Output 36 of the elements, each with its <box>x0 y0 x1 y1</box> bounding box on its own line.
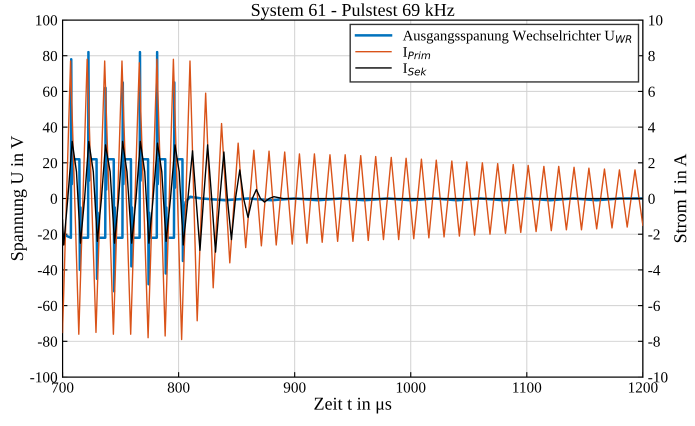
chart-title: System 61 - Pulstest 69 kHz <box>252 3 454 20</box>
x-tick-label: 700 <box>52 382 74 393</box>
x-tick-label: 800 <box>168 382 190 393</box>
y2-tick-label: 2 <box>648 158 655 168</box>
y2-tick-label: 4 <box>648 122 656 132</box>
y-tick-label: 20 <box>43 158 58 168</box>
y-tick-label: -20 <box>38 229 58 240</box>
y2-tick-label: -6 <box>648 300 660 312</box>
y-axis-title: Spannung U in V <box>11 136 27 260</box>
x-tick-label: 1100 <box>513 382 542 393</box>
line-series <box>62 58 643 340</box>
y-tick-label: -80 <box>38 336 58 347</box>
x-axis-title: Zeit t in μs <box>314 398 392 414</box>
x-tick-label: 1000 <box>396 382 426 393</box>
y-tick-label: -40 <box>38 265 58 276</box>
x-tick-label: 1200 <box>628 382 658 393</box>
y-tick-label: -100 <box>30 372 58 382</box>
y2-tick-label: -8 <box>648 336 660 347</box>
y2-tick-label: 10 <box>649 15 662 26</box>
y-tick-label: 100 <box>36 15 58 26</box>
y-tick-label: 60 <box>43 86 58 97</box>
y2-tick-label: 0 <box>648 194 655 204</box>
y2-tick-label: -2 <box>648 229 660 240</box>
y2-tick-label: -4 <box>648 265 660 276</box>
legend-label: Ausgangsspanung Wechselrichter U$_{WR}$ <box>402 30 632 44</box>
y-tick-label: 0 <box>50 194 58 204</box>
y2-tick-label: 8 <box>648 50 655 62</box>
legend-label: I$_{Prim}$ <box>403 47 430 60</box>
legend-label: I$_{Sek}$ <box>403 63 427 76</box>
y2-tick-label: -10 <box>648 372 668 382</box>
x-tick-label: 900 <box>284 382 306 393</box>
y-tick-label: 40 <box>42 122 58 133</box>
y2-axis-title: Strom I in A <box>674 154 686 242</box>
y2-tick-label: 6 <box>648 86 655 97</box>
y-tick-label: 80 <box>42 50 58 62</box>
y-tick-label: -60 <box>38 300 58 312</box>
